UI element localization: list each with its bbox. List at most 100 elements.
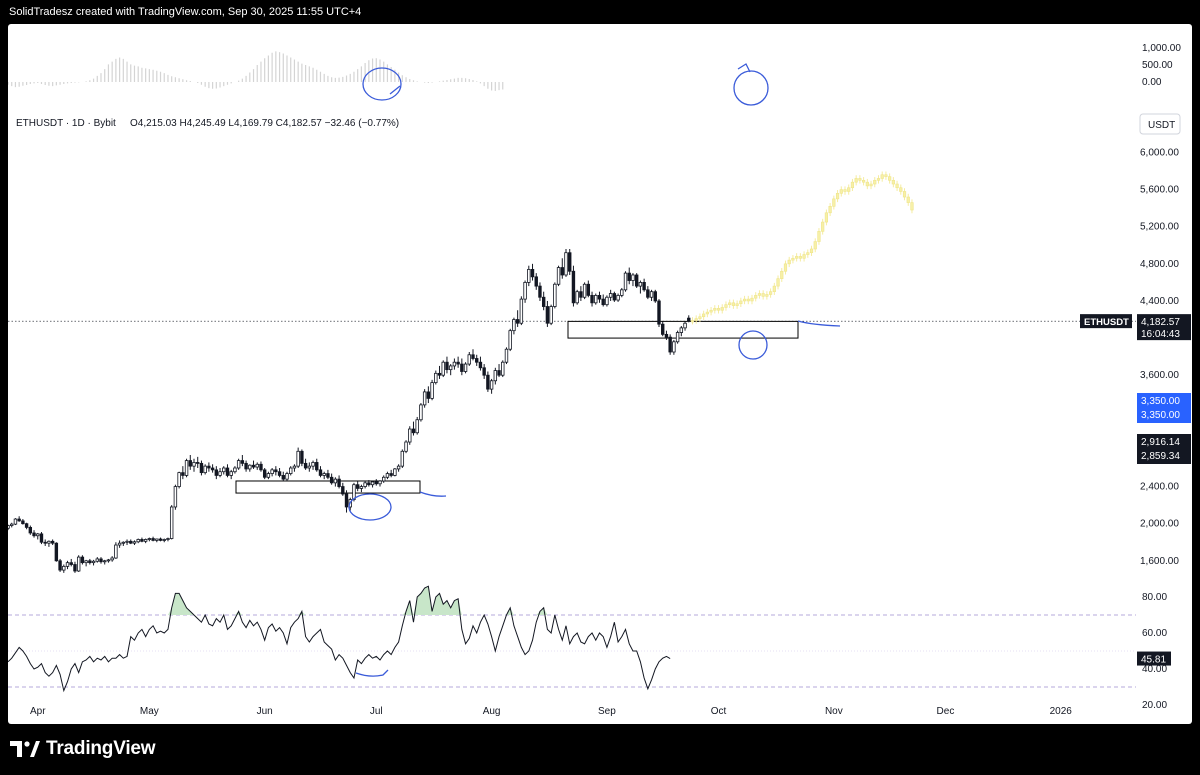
chart-panel[interactable]: 0.00 500.00 1,000.00 ETHUSDT · 1D · Bybit O4… — [8, 24, 1192, 724]
price-tick-label: 5,200.00 — [1140, 222, 1179, 233]
candle — [315, 462, 319, 471]
projection-candle — [757, 293, 762, 296]
chart-canvas[interactable]: 0.00 500.00 1,000.00 ETHUSDT · 1D · Bybit O4… — [8, 24, 1192, 724]
candle — [352, 484, 356, 500]
candle — [452, 361, 457, 367]
rsi-tick-label: 40.00 — [1142, 664, 1167, 675]
candle — [545, 306, 550, 324]
projection-candle — [690, 320, 695, 323]
candle — [322, 473, 326, 476]
last-price-tag-bg — [1137, 314, 1191, 341]
candle — [471, 354, 475, 359]
candle — [422, 391, 427, 406]
projection-candle — [839, 189, 843, 194]
candle — [605, 296, 609, 306]
candle — [579, 291, 583, 298]
candle — [504, 348, 509, 363]
candle — [434, 372, 438, 384]
date-tick-label: Sep — [598, 706, 616, 717]
candle — [251, 464, 256, 468]
projection-candle — [754, 295, 758, 299]
candle — [147, 538, 152, 540]
candle — [370, 481, 375, 486]
projection-candle — [739, 300, 743, 305]
candle — [222, 467, 226, 473]
candle — [199, 462, 204, 474]
candle — [8, 525, 10, 529]
candle — [664, 333, 669, 338]
currency-selector[interactable] — [1139, 113, 1181, 135]
candle — [586, 283, 591, 296]
price-tick-label: 3,600.00 — [1140, 370, 1179, 381]
attribution-text: SolidTradesz created with TradingView.co… — [9, 6, 362, 18]
projection-candle — [858, 178, 862, 181]
candle — [13, 518, 18, 525]
candle — [556, 267, 561, 285]
candle — [668, 336, 672, 353]
candle — [415, 419, 419, 434]
projection-candle — [891, 180, 895, 185]
rsi-value-tag-bg — [1137, 651, 1171, 666]
annotation-arrow — [737, 63, 751, 73]
date-tick-label: Apr — [30, 706, 46, 717]
candle — [475, 358, 479, 363]
candle — [649, 291, 654, 298]
footer-bar: TradingView — [0, 724, 1200, 775]
candle — [236, 460, 241, 469]
candle — [456, 361, 460, 365]
projection-candle — [854, 178, 858, 183]
annotation-circle — [733, 70, 769, 106]
date-tick-label: Nov — [825, 706, 843, 717]
annotation-circle — [738, 330, 768, 360]
candle — [679, 327, 684, 333]
candle — [582, 283, 587, 298]
projection-candle — [843, 189, 847, 192]
projection-candle — [876, 178, 881, 181]
candle — [627, 272, 631, 281]
candle — [489, 380, 494, 390]
candle — [300, 450, 304, 464]
candle — [259, 463, 263, 471]
candle — [363, 482, 367, 487]
date-tick-label: Aug — [483, 706, 501, 717]
price-tick-label: 5,600.00 — [1140, 185, 1179, 196]
candle — [400, 450, 405, 467]
candle — [76, 556, 81, 572]
candle — [184, 460, 189, 476]
annotation-arrow — [797, 320, 841, 327]
candle — [244, 462, 248, 470]
candle — [28, 526, 33, 534]
date-tick-label: May — [140, 706, 159, 717]
candle — [114, 544, 118, 559]
projection-candle — [861, 180, 866, 183]
rsi-tick-label: 80.00 — [1142, 592, 1167, 603]
currency-label: USDT — [1148, 120, 1175, 131]
candle — [687, 317, 691, 322]
projection-candle — [731, 302, 735, 306]
symbol-tag-text: ETHUSDT — [1084, 317, 1129, 328]
candle — [382, 476, 386, 482]
candle — [255, 463, 259, 468]
tradingview-logo[interactable]: TradingView — [10, 738, 156, 760]
projection-candle — [869, 183, 873, 187]
candle — [608, 293, 613, 298]
annotation-arrow — [389, 85, 401, 95]
symbol-label: ETHUSDT · 1D · Bybit — [16, 118, 116, 129]
date-tick-label: Jul — [370, 706, 383, 717]
projection-candle — [750, 297, 754, 302]
candle — [132, 541, 137, 544]
candle — [233, 467, 237, 473]
candle — [281, 475, 285, 480]
candle — [329, 476, 334, 484]
candle — [385, 473, 390, 478]
candle — [24, 523, 29, 528]
projection-candle — [705, 311, 709, 315]
candle — [560, 267, 564, 276]
candle — [225, 467, 230, 476]
price-tag-text: 3,350.00 — [1141, 396, 1180, 407]
tradingview-wordmark: TradingView — [46, 738, 156, 759]
candle — [445, 361, 449, 371]
candle — [430, 382, 434, 399]
projection-candle — [780, 270, 784, 279]
projection-candle — [817, 231, 821, 242]
